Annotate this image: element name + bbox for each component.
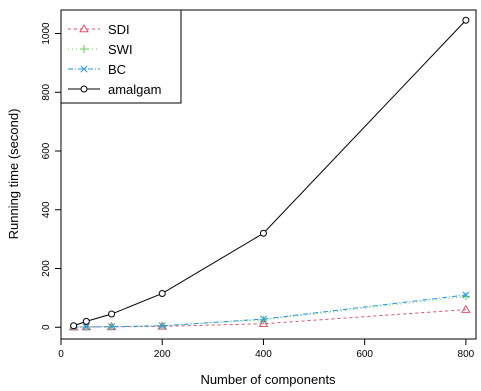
point-marker xyxy=(108,310,116,318)
y-tick-label: 800 xyxy=(41,83,52,100)
point-marker xyxy=(108,323,116,331)
series-layer xyxy=(68,16,471,332)
series-amalgam xyxy=(70,16,470,330)
point-marker xyxy=(258,318,269,328)
x-tick-label: 800 xyxy=(458,349,475,360)
point-marker xyxy=(70,322,78,330)
x-tick-label: 400 xyxy=(255,349,272,360)
legend-label-bc: BC xyxy=(108,62,126,77)
point-marker xyxy=(158,289,166,297)
point-marker xyxy=(461,304,471,313)
point-marker xyxy=(82,317,90,325)
x-axis: 0 200 400 600 800 xyxy=(58,338,475,360)
x-tick-label: 0 xyxy=(58,349,64,360)
series-swi xyxy=(69,292,470,332)
series-line xyxy=(73,295,466,328)
y-tick-label: 1000 xyxy=(41,22,52,45)
series-line xyxy=(73,309,466,328)
point-marker xyxy=(461,292,470,301)
legend-label-sdi: SDI xyxy=(108,22,130,37)
point-marker xyxy=(259,229,267,237)
point-marker xyxy=(259,315,268,324)
y-tick-label: 0 xyxy=(41,324,52,330)
legend: SDI SWI BC amalgam xyxy=(60,9,182,104)
series-bc xyxy=(70,291,470,331)
y-axis: 0 200 400 600 800 1000 xyxy=(41,22,62,330)
point-marker xyxy=(79,24,89,33)
point-marker xyxy=(80,85,88,93)
y-tick-label: 200 xyxy=(41,260,52,277)
series-line xyxy=(73,294,466,328)
legend-label-amalgam: amalgam xyxy=(108,82,161,97)
legend-label-swi: SWI xyxy=(108,42,133,57)
x-tick-label: 200 xyxy=(154,349,171,360)
point-marker xyxy=(82,323,90,331)
point-marker xyxy=(462,16,470,24)
point-marker xyxy=(259,315,267,323)
x-tick-label: 600 xyxy=(356,349,373,360)
point-marker xyxy=(158,322,166,330)
point-marker xyxy=(80,45,88,53)
point-marker xyxy=(80,65,88,73)
x-axis-title: Number of components xyxy=(200,372,336,387)
y-tick-label: 600 xyxy=(41,142,52,159)
point-marker xyxy=(462,291,470,299)
y-axis-title: Running time (second) xyxy=(6,109,21,240)
y-tick-label: 400 xyxy=(41,201,52,218)
